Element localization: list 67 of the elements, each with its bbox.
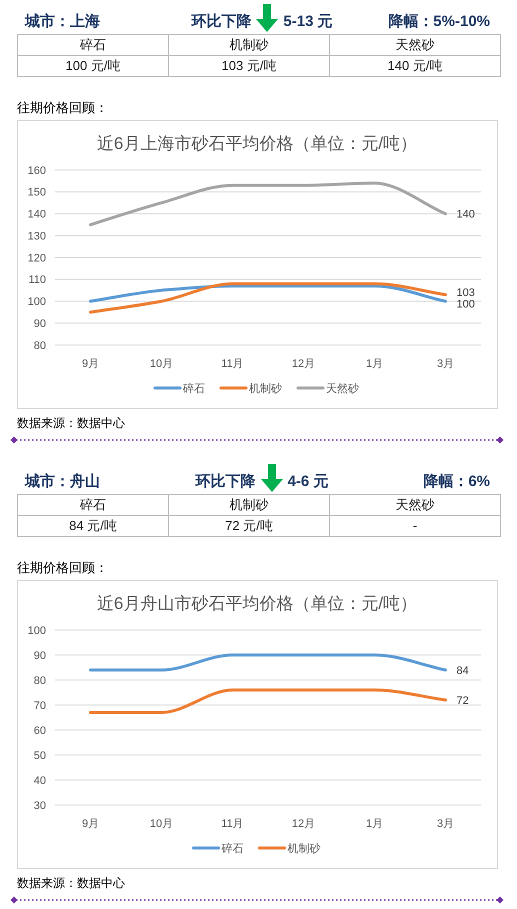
legend-label: 机制砂 — [249, 382, 282, 395]
text: 降幅：5%-10% — [388, 12, 490, 32]
y-tick-label: 80 — [34, 674, 46, 687]
category-label: 机制砂 — [168, 34, 330, 56]
text: 环比下降 — [191, 12, 252, 32]
x-tick-label: 1月 — [366, 358, 384, 370]
category-label: 天然砂 — [330, 34, 500, 56]
y-tick-label: 90 — [34, 650, 46, 662]
text: 城市：舟山 — [25, 472, 100, 492]
x-tick-label: 11月 — [221, 358, 244, 370]
chart-title: 近6月上海市砂石平均价格（单位：元/吨） — [96, 134, 418, 153]
text: 100 元/吨 — [66, 58, 120, 73]
x-tick-label: 1月 — [366, 818, 384, 830]
x-tick-label: 11月 — [221, 818, 244, 830]
text: 5-13 元 — [283, 12, 333, 32]
x-tick-label: 9月 — [82, 818, 100, 830]
text: 72 元/吨 — [225, 518, 273, 533]
y-tick-label: 100 — [28, 624, 46, 637]
source-note: 数据来源：数据中心 — [17, 415, 125, 431]
y-tick-label: 130 — [28, 230, 46, 242]
x-tick-label: 10月 — [150, 818, 174, 830]
y-tick-label: 100 — [28, 296, 46, 308]
y-tick-label: 150 — [28, 186, 46, 199]
y-tick-label: 160 — [28, 164, 46, 177]
source-note: 数据来源：数据中心 — [17, 875, 125, 891]
x-tick-label: 12月 — [292, 358, 316, 370]
legend-label: 碎石 — [182, 382, 205, 395]
text: 往期价格回顾： — [17, 560, 108, 576]
text: 84 元/吨 — [69, 518, 117, 533]
y-tick-label: 110 — [28, 274, 46, 286]
category-label: 碎石 — [18, 494, 168, 516]
x-tick-label: 3月 — [436, 358, 454, 370]
data-label: 72 — [456, 694, 469, 707]
text: 降幅：6% — [423, 472, 490, 492]
y-tick-label: 30 — [34, 800, 46, 812]
data-label: 103 — [456, 287, 475, 300]
text: 4-6 元 — [288, 472, 328, 492]
legend-label: 天然砂 — [326, 382, 359, 395]
text: 城市：上海 — [25, 12, 100, 32]
x-tick-label: 10月 — [150, 358, 174, 370]
y-tick-label: 90 — [34, 318, 46, 330]
y-tick-label: 40 — [34, 774, 46, 787]
text: - — [412, 518, 418, 533]
y-tick-label: 70 — [34, 700, 46, 712]
y-tick-label: 80 — [34, 340, 46, 352]
x-tick-label: 3月 — [436, 818, 454, 830]
legend-label: 碎石 — [220, 842, 244, 855]
category-label: 天然砂 — [330, 494, 500, 516]
x-tick-label: 9月 — [82, 358, 100, 370]
data-label: 140 — [456, 208, 475, 221]
data-label: 100 — [456, 298, 475, 311]
text: 103 元/吨 — [222, 58, 276, 73]
text: 140 元/吨 — [388, 58, 442, 73]
data-label: 84 — [456, 664, 469, 677]
y-tick-label: 50 — [34, 750, 46, 762]
category-label: 碎石 — [18, 34, 168, 56]
category-label: 机制砂 — [168, 494, 330, 516]
y-tick-label: 60 — [34, 724, 46, 737]
line-series — [89, 282, 447, 314]
text: 往期价格回顾： — [17, 100, 108, 116]
y-tick-label: 120 — [28, 252, 46, 264]
legend-label: 机制砂 — [288, 842, 320, 855]
chart-title: 近6月舟山市砂石平均价格（单位：元/吨） — [96, 594, 418, 613]
y-tick-label: 140 — [28, 208, 46, 221]
line-series — [89, 182, 447, 226]
x-tick-label: 12月 — [292, 818, 316, 830]
text: 环比下降 — [196, 472, 256, 492]
